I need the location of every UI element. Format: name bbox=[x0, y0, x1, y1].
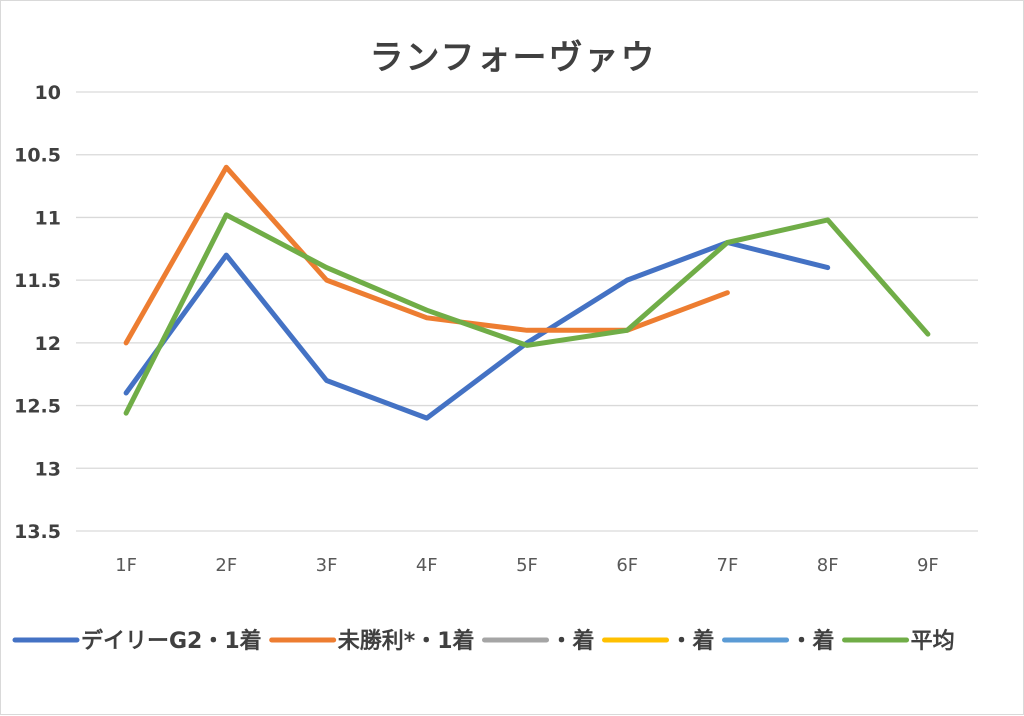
y-tick-label: 10.5 bbox=[14, 145, 61, 167]
legend-label: 未勝利*・1着 bbox=[338, 628, 475, 654]
x-tick-label: 2F bbox=[215, 555, 237, 576]
series-line-0 bbox=[123, 240, 831, 421]
x-tick-label: 5F bbox=[516, 555, 538, 576]
y-tick-label: 11.5 bbox=[14, 270, 61, 292]
y-tick-label: 12 bbox=[35, 333, 61, 355]
legend-item: ・着 bbox=[722, 628, 835, 654]
y-tick-label: 10 bbox=[35, 82, 61, 104]
legend-label: 平均 bbox=[911, 628, 955, 654]
legend-label: ・着 bbox=[551, 628, 595, 654]
x-tick-label: 1F bbox=[115, 555, 137, 576]
y-tick-label: 12.5 bbox=[14, 396, 61, 418]
legend-label: ・着 bbox=[671, 628, 715, 654]
legend: デイリーG2・1着 未勝利*・1着 ・着 ・着 ・着 平均 bbox=[12, 628, 955, 654]
x-tick-label: 8F bbox=[817, 555, 839, 576]
gridlines bbox=[76, 91, 978, 532]
x-tick-label: 3F bbox=[316, 555, 338, 576]
series-line-5 bbox=[123, 212, 931, 416]
legend-label: ・着 bbox=[791, 628, 835, 654]
y-axis-ticks: 10 10.5 11 11.5 12 12.5 13 13.5 bbox=[14, 82, 61, 543]
chart-title: ランフォーヴァウ bbox=[370, 38, 657, 78]
legend-item: ・着 bbox=[482, 628, 595, 654]
x-tick-label: 9F bbox=[917, 555, 939, 576]
y-tick-label: 13 bbox=[35, 458, 61, 480]
legend-label: デイリーG2・1着 bbox=[81, 628, 262, 654]
series-lines bbox=[123, 164, 931, 421]
legend-item: デイリーG2・1着 bbox=[12, 628, 262, 654]
legend-item: 未勝利*・1着 bbox=[269, 628, 475, 654]
x-tick-label: 7F bbox=[717, 555, 739, 576]
legend-item: 平均 bbox=[842, 628, 955, 654]
x-tick-label: 4F bbox=[416, 555, 438, 576]
legend-item: ・着 bbox=[602, 628, 715, 654]
series-line-1 bbox=[123, 164, 730, 346]
y-tick-label: 13.5 bbox=[14, 521, 61, 543]
x-axis-ticks: 1F 2F 3F 4F 5F 6F 7F 8F 9F bbox=[115, 555, 939, 576]
x-tick-label: 6F bbox=[616, 555, 638, 576]
y-tick-label: 11 bbox=[35, 207, 61, 229]
